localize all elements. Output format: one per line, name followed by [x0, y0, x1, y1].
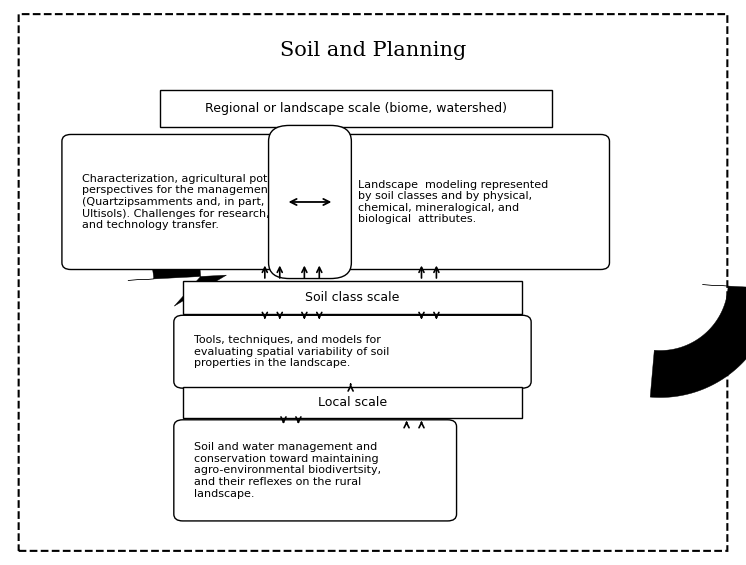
- FancyBboxPatch shape: [174, 420, 457, 521]
- Bar: [160, 90, 552, 127]
- Text: Local scale: Local scale: [318, 396, 387, 409]
- FancyBboxPatch shape: [269, 125, 351, 279]
- Text: Tools, techniques, and models for
evaluating spatial variability of soil
propert: Tools, techniques, and models for evalua…: [194, 335, 389, 368]
- Text: Characterization, agricultural potential, and
perspectives for the management of: Characterization, agricultural potential…: [82, 174, 343, 230]
- Text: Landscape  modeling represented
by soil classes and by physical,
chemical, miner: Landscape modeling represented by soil c…: [358, 180, 548, 224]
- Text: Soil class scale: Soil class scale: [305, 290, 400, 304]
- Text: Regional or landscape scale (biome, watershed): Regional or landscape scale (biome, wate…: [205, 102, 507, 115]
- Text: Soil and water management and
conservation toward maintaining
agro-environmental: Soil and water management and conservati…: [194, 442, 381, 498]
- Polygon shape: [76, 167, 227, 306]
- Text: Soil and Planning: Soil and Planning: [280, 41, 466, 60]
- FancyBboxPatch shape: [338, 134, 609, 270]
- FancyBboxPatch shape: [62, 134, 315, 270]
- Polygon shape: [651, 259, 746, 398]
- Bar: [183, 281, 522, 314]
- Bar: [183, 387, 522, 418]
- FancyBboxPatch shape: [174, 315, 531, 388]
